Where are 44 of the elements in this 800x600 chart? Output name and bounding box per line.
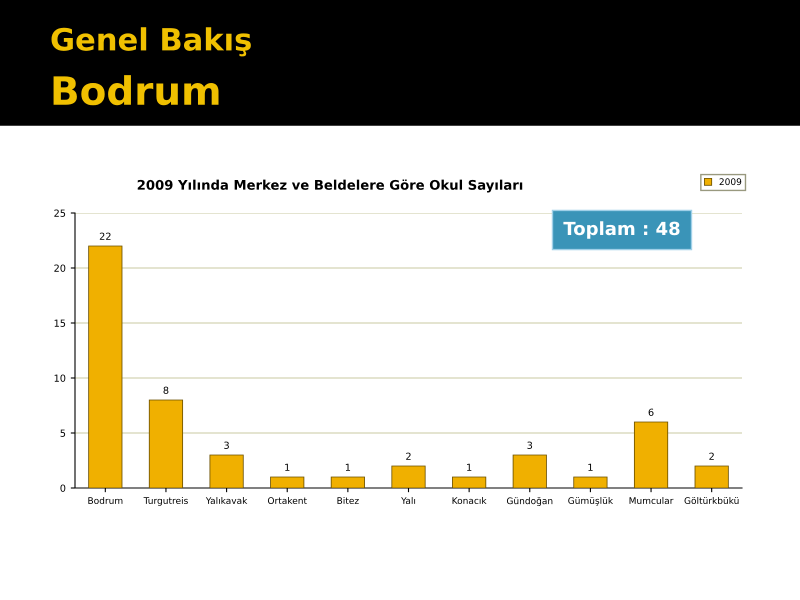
x-tick-label: Bodrum (88, 497, 122, 504)
x-tick-label: Konacık (452, 497, 487, 504)
data-label: 22 (100, 232, 111, 240)
data-label: 2 (406, 452, 411, 460)
data-label: 1 (467, 464, 472, 471)
data-label: 8 (164, 386, 168, 394)
y-tick-label: 0 (60, 484, 66, 492)
x-tick-label: Göltürkbükü (684, 497, 739, 504)
text: Genel Bakış (52, 27, 251, 56)
annotation: Toplam : 48 (563, 221, 680, 239)
bar (512, 454, 547, 488)
legend-label: 2009 (720, 178, 742, 186)
data-label: 1 (588, 464, 593, 471)
bar (270, 476, 304, 488)
bar (452, 476, 486, 488)
x-tick-label: Turgutreis (144, 497, 188, 506)
chart-title: 2009 Yılında Merkez ve Beldelere Göre Okul Sayıları (138, 179, 522, 193)
data-label: 6 (648, 408, 654, 416)
y-tick-label: 15 (54, 320, 66, 327)
data-label: 3 (527, 442, 532, 449)
data-label: 2 (709, 452, 714, 460)
y-tick-label: 10 (54, 374, 66, 382)
x-tick-label: Gümüşlük (568, 497, 614, 506)
bar (634, 422, 668, 488)
data-label: 1 (346, 464, 350, 471)
x-tick-label: Ortakent (268, 497, 307, 504)
bar (209, 454, 244, 488)
bar (573, 476, 608, 488)
y-tick-label: 5 (60, 430, 66, 437)
data-label: 3 (224, 442, 229, 449)
data-label: 1 (285, 464, 290, 471)
bar (88, 246, 122, 488)
x-tick-label: Yalı (401, 497, 416, 504)
y-tick-label: 20 (54, 264, 66, 272)
x-tick-label: Yalıkavak (206, 497, 248, 504)
y-tick-label: 25 (54, 209, 66, 217)
bar (391, 466, 426, 488)
x-tick-label: Gündoğan (506, 497, 552, 506)
x-tick-label: Mumcular (630, 497, 674, 504)
bar (330, 476, 365, 488)
x-tick-label: Bitez (337, 497, 359, 504)
bar (148, 400, 184, 488)
text: Bodrum (54, 75, 219, 106)
bar (694, 466, 729, 488)
